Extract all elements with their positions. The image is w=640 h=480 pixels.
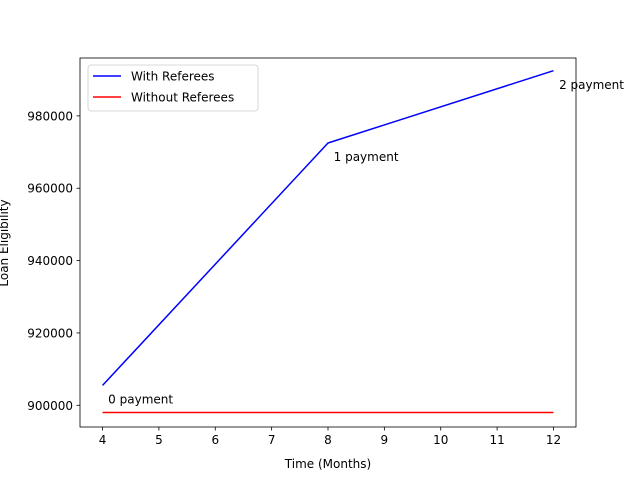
x-tick-label: 9 [381, 433, 389, 447]
y-tick-label: 940000 [27, 254, 73, 268]
axes-layer: 4 5 6 7 8 9 10 11 12 900000 920000 940000 960000 9800… [27, 57, 577, 447]
plot-area [80, 58, 576, 427]
annotation-label: 2 payment [559, 78, 624, 92]
y-tick-label: 960000 [27, 182, 73, 196]
y-axis-label: Loan Eligibility [0, 199, 11, 286]
plot-background [80, 58, 576, 427]
legend-box [87, 64, 259, 112]
legend-label: Without Referees [131, 91, 234, 105]
x-axis-label: Time (Months) [284, 457, 371, 471]
x-tick-label: 11 [489, 433, 504, 447]
x-tick-label: 6 [211, 433, 219, 447]
y-tick-label: 900000 [27, 399, 73, 413]
x-tick-label: 12 [546, 433, 561, 447]
x-tick-label: 10 [433, 433, 448, 447]
y-tick-label: 920000 [27, 326, 73, 340]
series-line-1 [102, 69, 554, 386]
y-tick-label: 980000 [27, 109, 73, 123]
annotation-label: 0 payment [108, 392, 173, 406]
x-tick-label: 8 [324, 433, 332, 447]
x-tick-label: 7 [268, 433, 276, 447]
x-tick-label: 5 [155, 433, 163, 447]
annotation-label: 1 payment [334, 150, 399, 164]
annotation-layer: 0 payment 1 payment 2 payment [108, 78, 624, 407]
legend: With Referees Without Referees [87, 64, 259, 112]
x-tick-label: 4 [99, 433, 107, 447]
series-layer [102, 69, 554, 414]
legend-label: With Referees [131, 70, 215, 84]
